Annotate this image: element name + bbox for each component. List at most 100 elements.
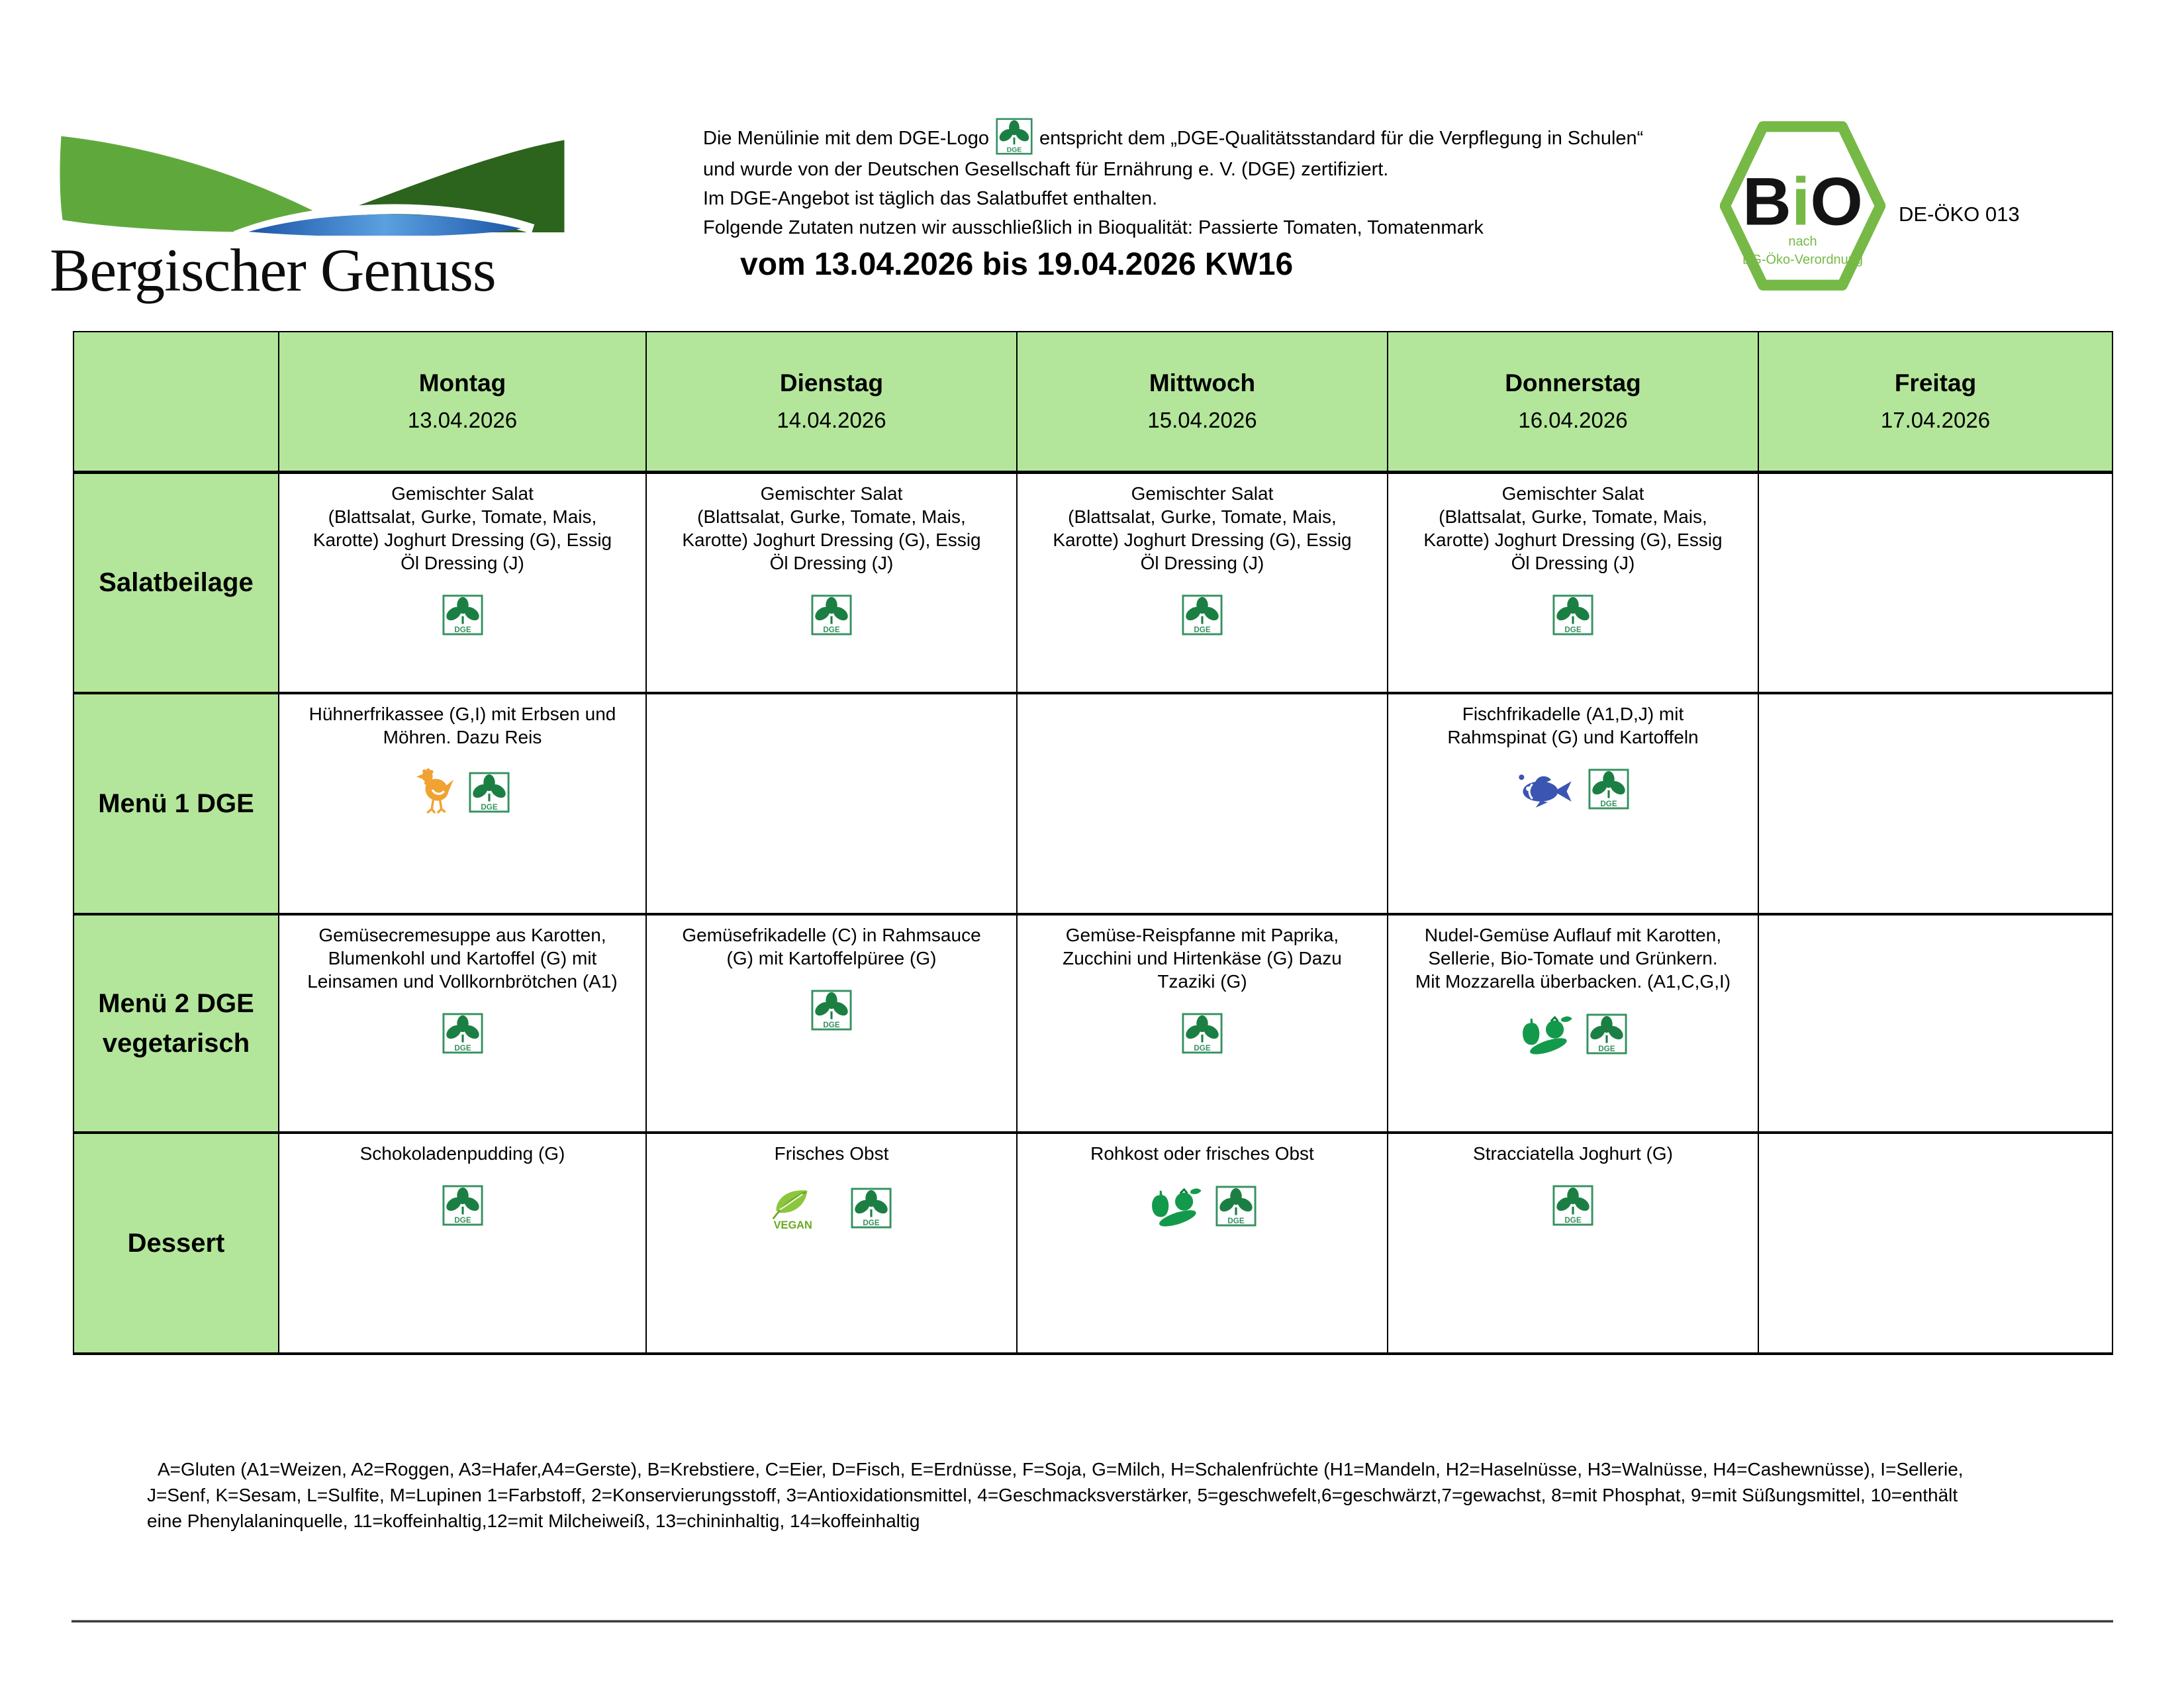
- dge-logo-icon: [1552, 594, 1593, 635]
- cell-menu1-donnerstag: Fischfrikadelle (A1,D,J) mit Rahmspinat …: [1387, 692, 1759, 915]
- cell-dessert-mittwoch: Rohkost oder frisches Obst: [1016, 1132, 1388, 1355]
- cell-salatbeilage-mittwoch: Gemischter Salat (Blattsalat, Gurke, Tom…: [1016, 471, 1388, 694]
- cell-menu1-montag: Hühnerfrikassee (G,I) mit Erbsen und Möh…: [278, 692, 647, 915]
- svg-text:nach: nach: [1788, 234, 1817, 249]
- dge-logo-icon: [1182, 594, 1223, 635]
- info-line-1-after: entspricht dem „DGE-Qualitätsstandard fü…: [1039, 128, 1644, 149]
- row-label-menu2: Menü 2 DGE vegetarisch: [73, 914, 279, 1134]
- cell-salatbeilage-montag: Gemischter Salat (Blattsalat, Gurke, Tom…: [278, 471, 647, 694]
- dge-logo-icon: [442, 1013, 483, 1054]
- dge-logo-icon: [1586, 1013, 1627, 1055]
- brand-logo: Bergischer Genuss: [50, 111, 576, 303]
- dge-logo-icon: [1552, 1185, 1593, 1226]
- day-header-donnerstag: Donnerstag 16.04.2026: [1387, 331, 1759, 474]
- day-header-dienstag: Dienstag 14.04.2026: [645, 331, 1018, 474]
- allergen-legend: A=Gluten (A1=Weizen, A2=Roggen, A3=Hafer…: [147, 1456, 2054, 1534]
- dish-text: Fischfrikadelle (A1,D,J) mit Rahmspinat …: [1447, 704, 1699, 747]
- dge-logo-icon: [1182, 1013, 1223, 1054]
- cell-salatbeilage-dienstag: Gemischter Salat (Blattsalat, Gurke, Tom…: [645, 471, 1018, 694]
- cell-menu2-dienstag: Gemüsefrikadelle (C) in Rahmsauce (G) mi…: [645, 914, 1018, 1134]
- info-line-2: und wurde von der Deutschen Gesellschaft…: [703, 159, 1389, 180]
- dish-text: Gemischter Salat (Blattsalat, Gurke, Tom…: [682, 483, 981, 573]
- day-name: Mittwoch: [1149, 369, 1256, 397]
- day-name: Donnerstag: [1505, 369, 1641, 397]
- day-header-montag: Montag 13.04.2026: [278, 331, 647, 474]
- day-header-mittwoch: Mittwoch 15.04.2026: [1016, 331, 1388, 474]
- cell-menu1-mittwoch: [1016, 692, 1388, 915]
- menu-table: Montag 13.04.2026 Dienstag 14.04.2026 Mi…: [73, 331, 2113, 1355]
- dge-logo-icon: [1215, 1186, 1257, 1227]
- day-date: 14.04.2026: [777, 408, 886, 433]
- dge-logo-icon: [811, 594, 852, 635]
- cell-menu1-dienstag: [645, 692, 1018, 915]
- dge-logo-icon: [1588, 769, 1629, 810]
- bio-seal-icon: BiO nach EG-Öko-Verordnung: [1720, 121, 1885, 291]
- dge-logo-icon: [996, 118, 1033, 155]
- oeko-code: DE-ÖKO 013: [1899, 203, 2020, 226]
- info-line-1-before: Die Menülinie mit dem DGE-Logo: [703, 128, 989, 149]
- day-date: 16.04.2026: [1518, 408, 1628, 433]
- row-label-menu1: Menü 1 DGE: [73, 692, 279, 915]
- info-line-1: Die Menülinie mit dem DGE-Logo entspricht…: [703, 118, 1736, 155]
- day-name: Dienstag: [779, 369, 884, 397]
- cell-salatbeilage-freitag: [1758, 471, 2113, 694]
- cell-dessert-freitag: [1758, 1132, 2113, 1355]
- day-header-freitag: Freitag 17.04.2026: [1758, 331, 2113, 474]
- cell-menu2-mittwoch: Gemüse-Reispfanne mit Paprika, Zucchini …: [1016, 914, 1388, 1134]
- dish-text: Gemüsefrikadelle (C) in Rahmsauce (G) mi…: [682, 925, 981, 968]
- corner-cell: [73, 331, 279, 474]
- chicken-icon: [416, 769, 455, 816]
- week-title: vom 13.04.2026 bis 19.04.2026 KW16: [740, 247, 1294, 282]
- cell-dessert-dienstag: Frisches Obst: [645, 1132, 1018, 1355]
- day-name: Freitag: [1894, 369, 1977, 397]
- info-line-3: Im DGE-Angebot ist täglich das Salatbuff…: [703, 188, 1158, 209]
- dish-text: Nudel-Gemüse Auflauf mit Karotten, Selle…: [1415, 925, 1731, 992]
- dish-text: Rohkost oder frisches Obst: [1090, 1143, 1314, 1164]
- row-menu2: Menü 2 DGE vegetarisch Gemüsecremesuppe …: [73, 914, 2113, 1134]
- day-date: 15.04.2026: [1147, 408, 1257, 433]
- cell-menu1-freitag: [1758, 692, 2113, 915]
- info-line-4: Folgende Zutaten nutzen wir ausschließli…: [703, 217, 1484, 238]
- dge-logo-icon: [442, 594, 483, 635]
- row-salatbeilage: Salatbeilage Gemischter Salat (Blattsala…: [73, 471, 2113, 694]
- fish-icon: [1517, 771, 1575, 808]
- cell-dessert-montag: Schokoladenpudding (G): [278, 1132, 647, 1355]
- dish-text: Hühnerfrikassee (G,I) mit Erbsen und Möh…: [309, 704, 616, 747]
- header-info: Die Menülinie mit dem DGE-Logo entspricht…: [703, 118, 1736, 242]
- vegetables-icon: [1148, 1185, 1202, 1227]
- dish-text: Gemischter Salat (Blattsalat, Gurke, Tom…: [1423, 483, 1723, 573]
- cell-salatbeilage-donnerstag: Gemischter Salat (Blattsalat, Gurke, Tom…: [1387, 471, 1759, 694]
- dge-logo-icon: [851, 1188, 892, 1229]
- row-dessert: Dessert Schokoladenpudding (G) Frisches …: [73, 1132, 2113, 1355]
- day-header-row: Montag 13.04.2026 Dienstag 14.04.2026 Mi…: [73, 331, 2113, 474]
- vegetables-icon: [1519, 1013, 1573, 1055]
- brand-hills-graphic: [60, 136, 565, 236]
- bottom-divider: [71, 1620, 2113, 1622]
- dish-text: Stracciatella Joghurt (G): [1473, 1143, 1673, 1164]
- day-date: 13.04.2026: [407, 408, 518, 433]
- dish-text: Gemischter Salat (Blattsalat, Gurke, Tom…: [1053, 483, 1352, 573]
- row-label-salatbeilage: Salatbeilage: [73, 471, 279, 694]
- svg-text:BiO: BiO: [1742, 164, 1863, 240]
- dish-text: Gemischter Salat (Blattsalat, Gurke, Tom…: [312, 483, 612, 573]
- row-menu1: Menü 1 DGE Hühnerfrikassee (G,I) mit Erb…: [73, 692, 2113, 915]
- cell-menu2-montag: Gemüsecremesuppe aus Karotten, Blumenkoh…: [278, 914, 647, 1134]
- dish-text: Frisches Obst: [774, 1143, 889, 1164]
- row-label-dessert: Dessert: [73, 1132, 279, 1355]
- cell-menu2-freitag: [1758, 914, 2113, 1134]
- dge-logo-icon: [811, 990, 852, 1031]
- dish-text: Schokoladenpudding (G): [359, 1143, 565, 1164]
- dge-logo-icon: [442, 1185, 483, 1226]
- svg-text:EG-Öko-Verordnung: EG-Öko-Verordnung: [1742, 252, 1863, 267]
- dish-text: Gemüse-Reispfanne mit Paprika, Zucchini …: [1063, 925, 1342, 992]
- brand-name: Bergischer Genuss: [50, 236, 497, 304]
- legend-line-2: J=Senf, K=Sesam, L=Sulfite, M=Lupinen 1=…: [147, 1485, 1958, 1505]
- day-date: 17.04.2026: [1880, 408, 1991, 433]
- day-name: Montag: [418, 369, 506, 397]
- legend-line-1: A=Gluten (A1=Weizen, A2=Roggen, A3=Hafer…: [158, 1459, 1964, 1479]
- vegan-icon: [771, 1185, 837, 1231]
- cell-menu2-donnerstag: Nudel-Gemüse Auflauf mit Karotten, Selle…: [1387, 914, 1759, 1134]
- dge-logo-icon: [469, 772, 510, 813]
- legend-line-3: eine Phenylalaninquelle, 11=koffeinhalti…: [147, 1511, 920, 1531]
